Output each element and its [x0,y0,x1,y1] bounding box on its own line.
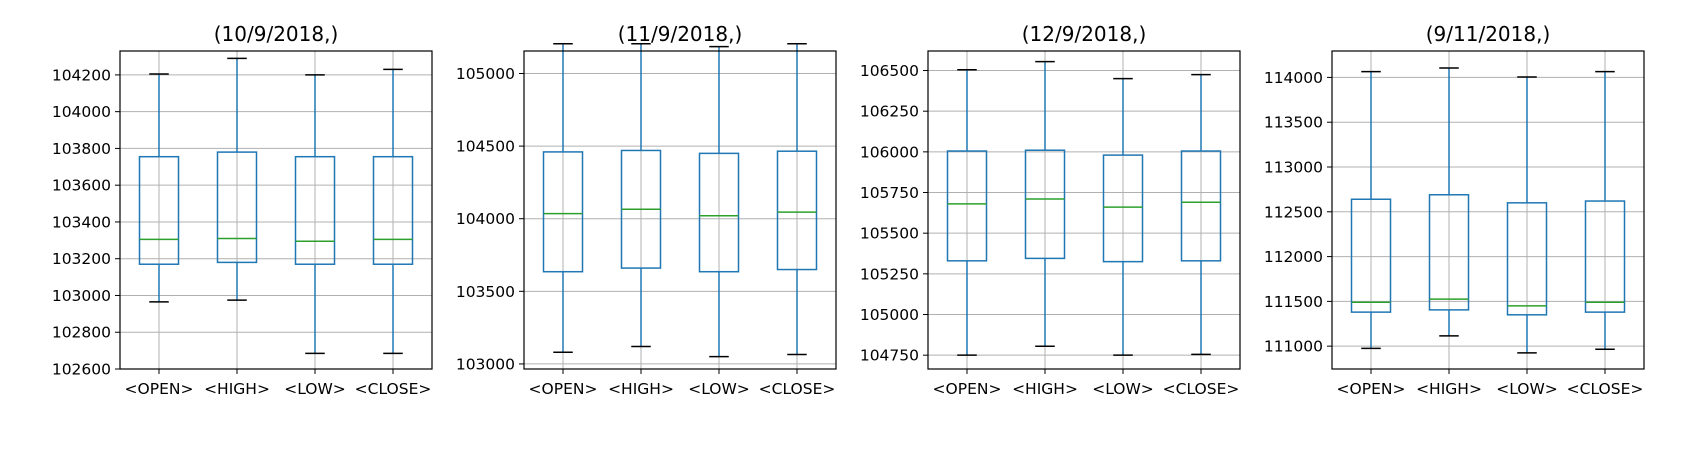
y-tick-label: 111500 [1264,293,1323,311]
box-open [1350,70,1392,350]
x-tick-label: <OPEN> [933,380,1002,398]
x-tick-label: <CLOSE> [759,380,836,398]
x-tick-label: <LOW> [284,380,346,398]
y-tick-label: 112500 [1264,203,1323,221]
boxplot-panel: (11/9/2018,) 103000 103500 104000 104500 1050… [456,22,837,398]
y-tick-label: 114000 [1264,69,1323,87]
y-tick-label: 102800 [52,324,111,342]
x-tick-label: <HIGH> [608,380,674,398]
panel-title: (11/9/2018,) [618,22,743,46]
x-tick-label: <HIGH> [1012,380,1078,398]
y-tick-label: 112000 [1264,248,1323,266]
boxplot-panel: (10/9/2018,) 102600 102800 103000 103200 1034… [52,22,433,398]
box-low [1102,77,1144,356]
x-tick-label: <OPEN> [1337,380,1406,398]
box-close [1584,70,1626,351]
x-tick-label: <OPEN> [529,380,598,398]
x-tick-label: <HIGH> [1416,380,1482,398]
box-open [542,42,584,354]
box-body [542,151,584,273]
y-tick-label: 104200 [52,66,111,84]
boxplot-panel: (12/9/2018,) 104750 105000 105250 105500 1057… [860,22,1241,398]
y-tick-label: 111000 [1264,338,1323,356]
box-body [1102,154,1144,263]
y-tick-label: 103400 [52,213,111,231]
box-body [1024,149,1066,260]
y-tick-label: 113000 [1264,159,1323,177]
y-tick-label: 113500 [1264,114,1323,132]
y-tick-label: 104500 [456,138,515,156]
y-tick-label: 103600 [52,177,111,195]
box-high [1428,67,1470,337]
y-tick-label: 106000 [860,143,919,161]
box-open [946,68,988,356]
x-tick-label: <CLOSE> [1163,380,1240,398]
x-tick-label: <CLOSE> [355,380,432,398]
box-body [1506,202,1548,316]
y-tick-label: 103500 [456,283,515,301]
x-tick-label: <LOW> [1092,380,1154,398]
box-low [698,45,740,358]
x-tick-label: <OPEN> [125,380,194,398]
y-tick-label: 104750 [860,347,919,365]
panel-title: (10/9/2018,) [214,22,339,46]
box-body [216,151,258,264]
box-body [776,150,818,271]
box-body [1584,200,1626,313]
y-tick-label: 106250 [860,103,919,121]
box-body [372,155,414,265]
y-tick-label: 105250 [860,265,919,283]
box-high [620,42,662,348]
y-tick-label: 105000 [860,306,919,324]
y-tick-label: 105500 [860,225,919,243]
box-high [216,57,258,301]
box-close [776,42,818,356]
box-low [1506,76,1548,354]
panel-title: (9/11/2018,) [1426,22,1551,46]
axes-frame [1331,50,1645,370]
axes-frame [927,50,1241,370]
box-body [1428,194,1470,311]
x-tick-label: <CLOSE> [1567,380,1644,398]
y-tick-label: 105000 [456,65,515,83]
y-tick-label: 105750 [860,184,919,202]
box-body [294,155,336,265]
y-tick-label: 102600 [52,361,111,379]
box-body [946,150,988,262]
box-body [1350,198,1392,313]
axes-frame [523,50,837,370]
y-tick-label: 103800 [52,140,111,158]
x-tick-label: <HIGH> [204,380,270,398]
x-tick-label: <LOW> [688,380,750,398]
y-tick-label: 103000 [52,287,111,305]
box-low [294,74,336,355]
y-tick-label: 103000 [456,355,515,373]
box-body [138,155,180,265]
panel-title: (12/9/2018,) [1022,22,1147,46]
box-body [698,152,740,273]
axes-frame [119,50,433,370]
y-tick-label: 104000 [456,210,515,228]
box-high [1024,60,1066,347]
box-close [1180,73,1222,356]
y-tick-label: 104000 [52,103,111,121]
y-tick-label: 103200 [52,250,111,268]
x-tick-label: <LOW> [1496,380,1558,398]
box-body [1180,150,1222,262]
y-tick-label: 106500 [860,62,919,80]
box-open [138,73,180,303]
boxplot-panel: (9/11/2018,) 111000 111500 112000 112500 1130… [1264,22,1645,398]
box-close [372,68,414,355]
